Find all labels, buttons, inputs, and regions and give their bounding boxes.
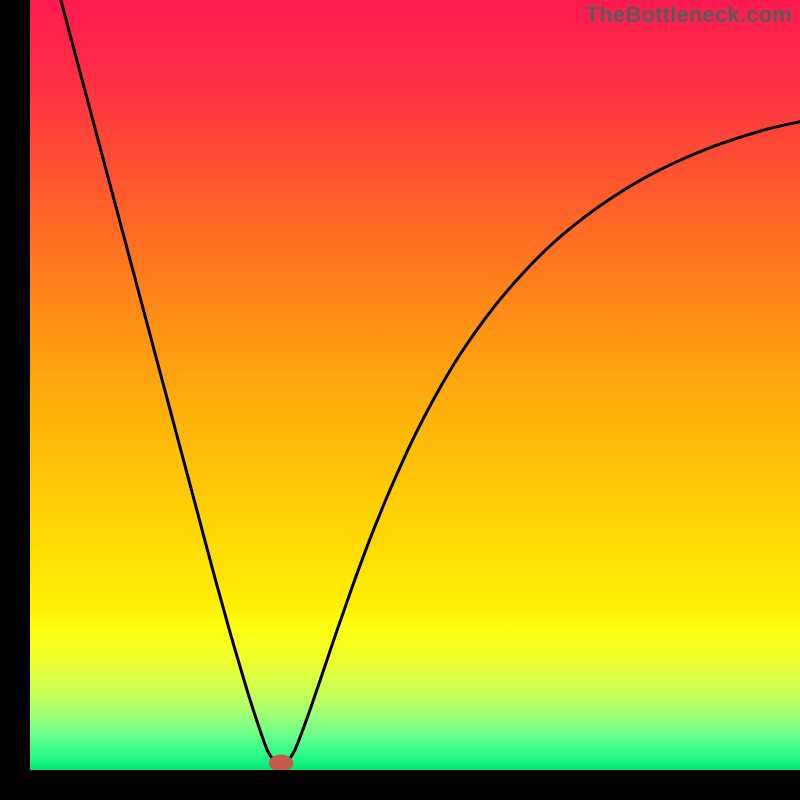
attribution-watermark: TheBottleneck.com (586, 2, 792, 28)
chart-container: TheBottleneck.com (0, 0, 800, 800)
plot-background (30, 0, 800, 770)
bottleneck-chart (0, 0, 800, 800)
optimal-point-marker (269, 755, 294, 772)
